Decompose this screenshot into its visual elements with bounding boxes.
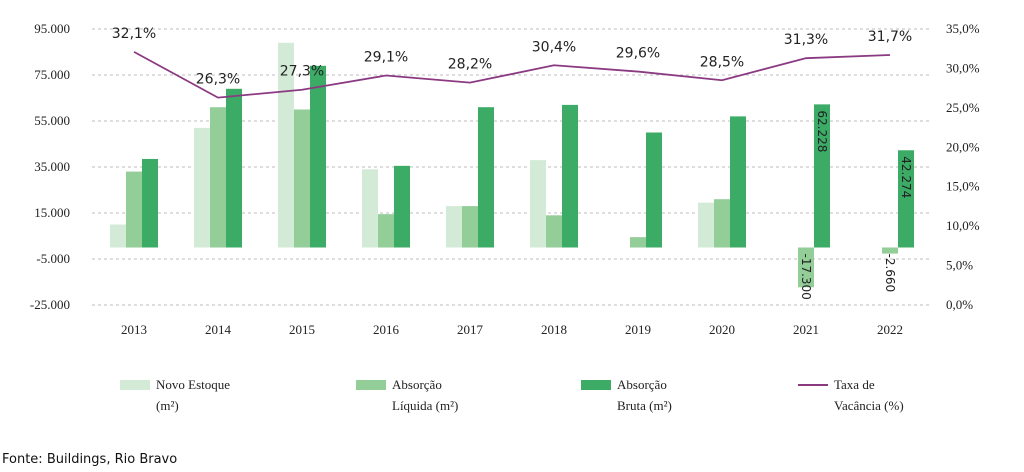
legend-label: Vacância (%) [834,398,904,413]
bar [530,160,546,248]
y-axis-left-tick-label: 15.000 [34,205,70,220]
vacancy-rate-label: 31,7% [868,29,912,45]
legend-label: (m²) [156,398,179,413]
legend-item-absorcao-liquida: Absorção Líquida (m²) [356,374,458,416]
vacancy-rate-label: 30,4% [532,39,576,55]
bar [730,116,746,248]
vacancy-rate-label: 28,5% [700,54,744,70]
x-axis-tick-label: 2017 [457,322,484,337]
bar-data-label: 42.274 [899,156,913,198]
vacancy-rate-label: 31,3% [784,32,828,48]
bar [898,150,914,248]
y-axis-right-tick-label: 10,0% [946,218,980,233]
bar [110,224,126,248]
bar [362,169,378,248]
bar [446,206,462,248]
x-axis-tick-label: 2020 [709,322,735,337]
y-axis-right-tick-label: 5,0% [946,258,973,273]
bar [546,215,562,248]
x-axis-tick-label: 2014 [205,322,232,337]
legend-label: Absorção [392,377,442,392]
bar [630,237,646,248]
bar [294,109,310,248]
legend-label: Líquida (m²) [392,398,459,413]
legend-label: Taxa de [834,377,875,392]
y-axis-left-tick-label: 55.000 [34,113,70,128]
x-axis-tick-label: 2022 [877,322,903,337]
legend-swatch [356,380,386,391]
vacancy-rate-line [133,51,891,99]
bar [714,199,730,248]
bar [210,107,226,248]
vacancy-rate-label: 26,3% [196,72,240,88]
legend-swatch [581,380,611,391]
x-axis-tick-label: 2018 [541,322,567,337]
bar [798,247,814,288]
vacancy-rate-label: 32,1% [112,26,156,42]
x-axis-tick-label: 2019 [625,322,651,337]
source-note: Fonte: Buildings, Rio Bravo [2,452,178,467]
bar [142,158,158,248]
y-axis-left-tick-label: -25.000 [30,297,70,312]
bar [462,206,478,248]
bar [882,247,898,254]
bar [814,104,830,248]
x-axis-tick-label: 2016 [373,322,400,337]
y-axis-right-tick-label: 35,0% [946,21,980,36]
vacancy-rate-label: 29,6% [616,46,660,62]
bar [394,165,410,248]
bar [478,107,494,248]
vacancy-rate-label: 27,3% [280,64,324,80]
bar [698,202,714,248]
y-axis-left-tick-label: 35.000 [34,159,70,174]
y-axis-right-tick-label: 30,0% [946,60,980,75]
y-axis-left-tick-label: 75.000 [34,67,70,82]
y-axis-left-tick-label: -5.000 [36,251,70,266]
y-axis-right-tick-label: 15,0% [946,179,980,194]
x-axis-tick-label: 2015 [289,322,315,337]
legend-label: Absorção [617,377,667,392]
bar [378,214,394,248]
legend-label: Novo Estoque [156,377,231,392]
legend-item-absorcao-bruta: Absorção Bruta (m²) [581,374,672,416]
bar [226,88,242,248]
chart: 95.000 75.000 55.000 35.000 15.000 -5.000 -25.… [30,21,980,337]
legend-label: Bruta (m²) [617,398,672,413]
legend-swatch [120,380,150,391]
bar [562,104,578,248]
bar [126,171,142,248]
x-axis-tick-label: 2021 [793,322,819,337]
legend-item-taxa-vacancia: Taxa de Vacância (%) [798,374,904,416]
bar-data-label: 62.228 [815,110,829,152]
bar [194,127,210,248]
x-axis-tick-label: 2013 [121,322,147,337]
bar [278,42,294,248]
legend-line-swatch [798,384,828,387]
y-axis-left-tick-label: 95.000 [34,21,70,36]
bar [646,132,662,248]
y-axis-right-tick-label: 0,0% [946,297,973,312]
vacancy-rate-label: 28,2% [448,57,492,73]
vacancy-rate-label: 29,1% [364,50,408,66]
y-axis-right-tick-label: 20,0% [946,139,980,154]
bar-data-label: -2.660 [883,254,897,293]
bar [310,65,326,248]
bar-data-label: -17.300 [799,254,813,300]
y-axis-right-tick-label: 25,0% [946,100,980,115]
legend-item-novo-estoque: Novo Estoque (m²) [120,374,230,416]
